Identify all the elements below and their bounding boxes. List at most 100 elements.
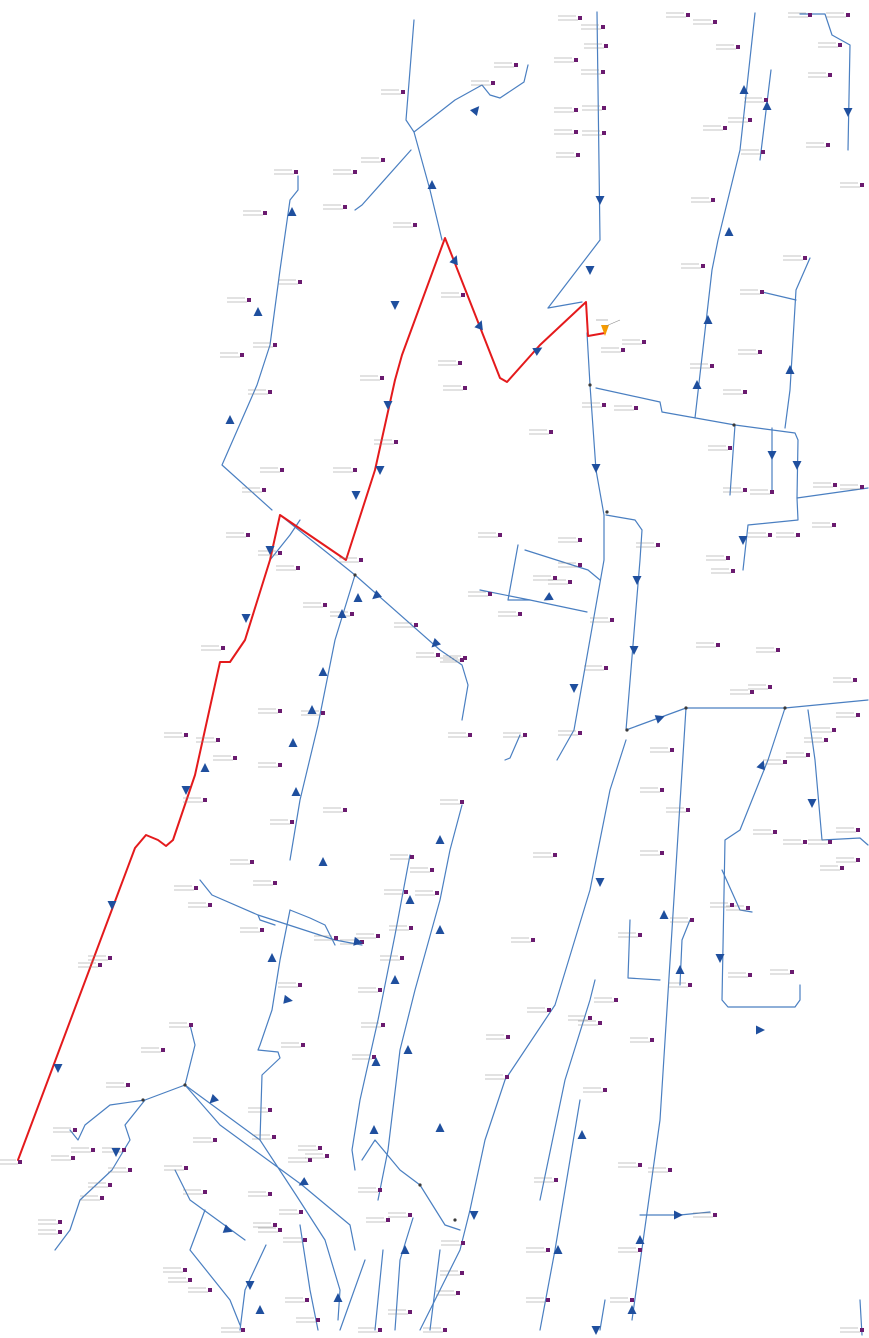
terminal-node [526, 1297, 550, 1303]
terminal-node [666, 807, 690, 813]
terminal-node-icon [776, 648, 780, 652]
terminal-node-icon [568, 580, 572, 584]
terminal-node [339, 557, 363, 563]
terminal-node-icon [860, 183, 864, 187]
terminal-node-icon [832, 523, 836, 527]
flow-arrow-icon [532, 347, 543, 356]
terminal-node [71, 1147, 95, 1153]
terminal-node-icon [491, 81, 495, 85]
terminal-node-icon [576, 153, 580, 157]
terminal-node [776, 532, 800, 538]
terminal-node [558, 537, 582, 543]
flow-arrow-icon [595, 878, 605, 887]
flow-arrow-icon [283, 994, 293, 1004]
terminal-node [278, 279, 302, 285]
flow-arrow-icon [659, 910, 669, 919]
terminal-node-icon [456, 1291, 460, 1295]
terminal-node [248, 389, 272, 395]
terminal-node-icon [546, 1298, 550, 1302]
terminal-node-icon [299, 1210, 303, 1214]
flow-arrow-icon [253, 307, 263, 316]
terminal-node-icon [458, 361, 462, 365]
terminal-node-icon [318, 1146, 322, 1150]
terminal-node [38, 1229, 62, 1235]
terminal-node-icon [128, 1168, 132, 1172]
terminal-node [478, 532, 502, 538]
terminal-node [723, 389, 747, 395]
terminal-node [618, 932, 642, 938]
terminal-node [650, 747, 674, 753]
terminal-node [485, 1074, 509, 1080]
terminal-node-icon [203, 798, 207, 802]
flow-arrow-icon [577, 1130, 587, 1139]
terminal-node-icon [728, 446, 732, 450]
terminal-node-icon [443, 1328, 447, 1332]
terminal-node-icon [460, 658, 464, 662]
terminal-node [836, 827, 860, 833]
terminal-node-icon [278, 709, 282, 713]
terminal-node-icon [602, 131, 606, 135]
terminal-node [201, 645, 225, 651]
terminal-node-icon [468, 733, 472, 737]
pipe-segment [189, 1209, 241, 1326]
pipe-segment [679, 919, 691, 986]
terminal-node-icon [621, 348, 625, 352]
terminal-node [533, 852, 557, 858]
terminal-node-icon [273, 1223, 277, 1227]
terminal-node-icon [321, 711, 325, 715]
terminal-node-icon [409, 926, 413, 930]
terminal-node [582, 402, 606, 408]
terminal-node-icon [523, 733, 527, 737]
terminal-node-icon [832, 728, 836, 732]
terminal-node-icon [660, 788, 664, 792]
terminal-node-icon [578, 563, 582, 567]
pipe-segment [539, 1099, 581, 1331]
special-nodes [141, 319, 787, 1222]
terminal-node-icon [650, 1038, 654, 1042]
highlighted-path [17, 237, 606, 1161]
terminal-node [226, 532, 250, 538]
terminal-node [840, 1327, 864, 1333]
terminal-node-icon [549, 430, 553, 434]
terminal-node [511, 937, 535, 943]
terminal-node [305, 1153, 329, 1159]
terminal-node-icon [381, 1023, 385, 1027]
terminal-node-icon [748, 973, 752, 977]
pipe-segment [429, 1249, 441, 1331]
terminal-node [258, 708, 282, 714]
pipe-segment [199, 879, 276, 926]
terminal-node [614, 405, 638, 411]
terminal-node [279, 1209, 303, 1215]
terminal-node [703, 125, 727, 131]
flow-arrow-icon [372, 589, 382, 600]
flow-arrow-icon [267, 953, 277, 962]
terminal-node-icon [460, 800, 464, 804]
terminal-node-icon [290, 820, 294, 824]
terminal-node-icon [660, 851, 664, 855]
terminal-node-icon [435, 891, 439, 895]
terminal-node [258, 762, 282, 768]
terminal-node-icon [856, 828, 860, 832]
terminal-node-icon [760, 290, 764, 294]
pipe-segment [595, 387, 869, 499]
terminal-node-icon [58, 1230, 62, 1234]
terminal-node-icon [305, 1298, 309, 1302]
flow-arrow-icon [629, 646, 639, 655]
terminal-node [213, 755, 237, 761]
terminal-node-icon [334, 936, 338, 940]
terminal-node-icon [401, 90, 405, 94]
terminal-node-icon [803, 840, 807, 844]
pipe-segment [761, 291, 797, 301]
terminal-node [196, 737, 220, 743]
terminal-node-icon [241, 1328, 245, 1332]
terminal-node [833, 677, 857, 683]
pipe-segment [625, 699, 869, 731]
terminal-node [744, 97, 768, 103]
terminal-node [730, 689, 754, 695]
terminal-node [741, 149, 765, 155]
terminal-node [381, 89, 405, 95]
pipe-segment [54, 1084, 186, 1251]
pipe-segment [556, 332, 605, 761]
terminal-node [738, 349, 762, 355]
terminal-node-icon [838, 43, 842, 47]
